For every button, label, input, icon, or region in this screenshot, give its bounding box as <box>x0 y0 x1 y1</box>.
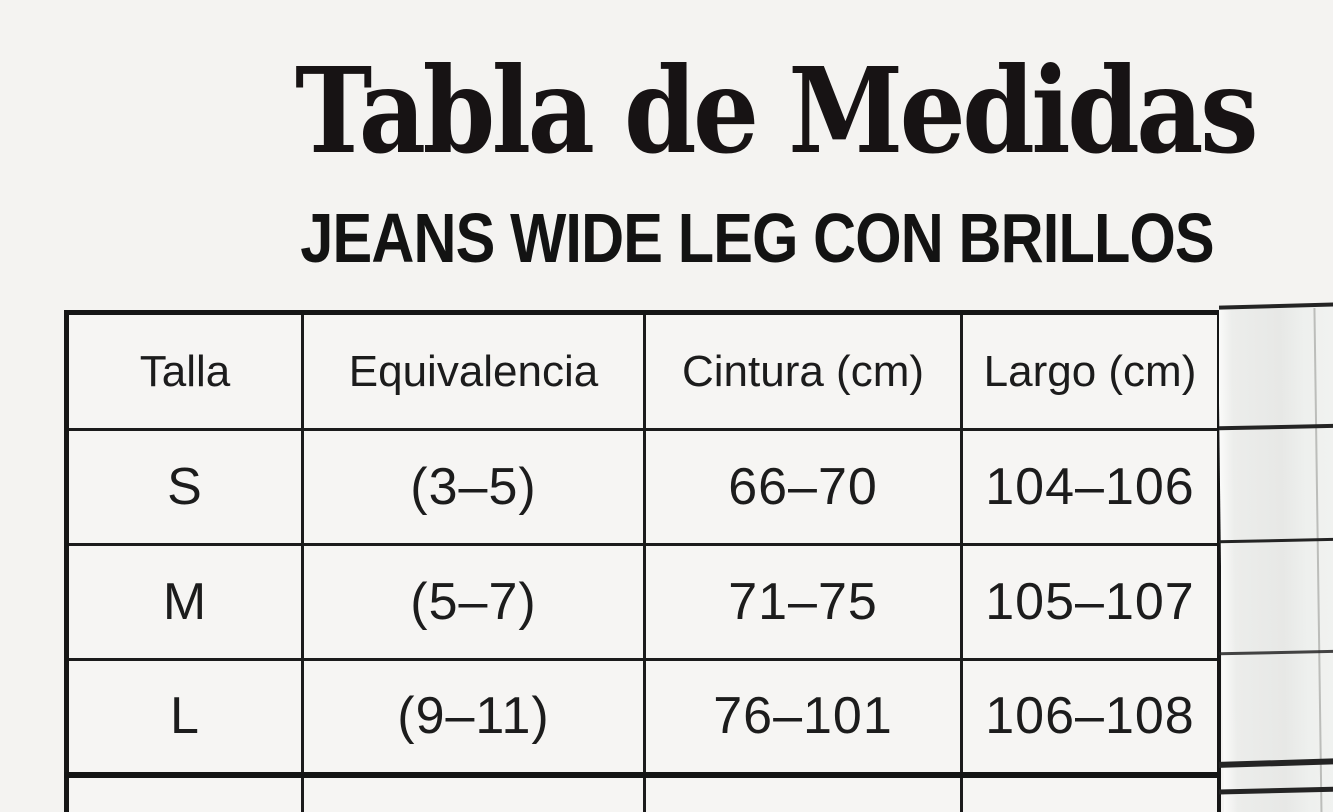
table-row-l: L (9–11) 76–101 106–108 <box>65 658 1221 778</box>
adjacent-table-fragment <box>1219 294 1333 812</box>
cell-empty <box>960 773 1221 812</box>
table-row-s: S (3–5) 66–70 104–106 <box>65 428 1221 546</box>
product-subtitle: JEANS WIDE LEG CON BRILLOS <box>300 199 1214 277</box>
column-header-talla: Talla <box>65 311 304 431</box>
cell-largo: 104–106 <box>960 428 1221 546</box>
cell-size: L <box>65 658 304 778</box>
cell-equivalencia: (5–7) <box>301 543 646 661</box>
cell-empty <box>643 773 963 812</box>
cell-size: M <box>65 543 304 661</box>
cell-size: S <box>65 428 304 546</box>
column-header-largo: Largo (cm) <box>960 311 1221 431</box>
cell-empty <box>301 773 646 812</box>
table-row-partial <box>65 773 1221 812</box>
cell-equivalencia: (3–5) <box>301 428 646 546</box>
cell-cintura: 76–101 <box>643 658 963 778</box>
size-chart-table: Talla Equivalencia Cintura (cm) Largo (c… <box>64 310 1221 812</box>
page-title: Tabla de Medidas <box>294 41 1259 180</box>
column-header-cintura: Cintura (cm) <box>643 311 963 431</box>
cell-largo: 106–108 <box>960 658 1221 778</box>
header-row: Talla Equivalencia Cintura (cm) Largo (c… <box>65 311 1221 431</box>
size-chart: Talla Equivalencia Cintura (cm) Largo (c… <box>64 310 1221 812</box>
table-row-m: M (5–7) 71–75 105–107 <box>65 543 1221 661</box>
cell-equivalencia: (9–11) <box>301 658 646 778</box>
column-header-equivalencia: Equivalencia <box>301 311 646 431</box>
cell-cintura: 66–70 <box>643 428 963 546</box>
cell-empty <box>65 773 304 812</box>
cell-largo: 105–107 <box>960 543 1221 661</box>
cell-cintura: 71–75 <box>643 543 963 661</box>
